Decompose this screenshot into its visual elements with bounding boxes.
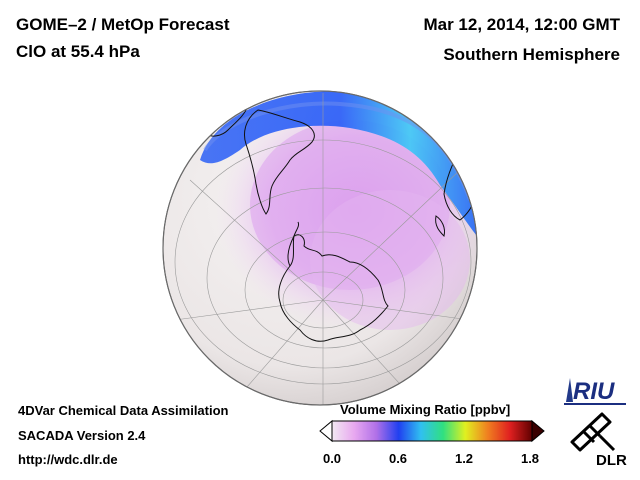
high-clo-band [200,91,477,240]
title-line1: GOME–2 / MetOp Forecast [16,15,230,34]
colorbar-high-arrow [531,419,545,443]
globe-rim [162,90,478,406]
footer-line1: 4DVar Chemical Data Assimilation [18,403,229,418]
colorbar-low-arrow [319,419,333,443]
riu-logo: RIU [564,378,626,405]
south-america-outline [244,109,315,215]
colorbar-tick-1: 0.6 [388,451,408,466]
footer-url: http://wdc.dlr.de [18,452,118,467]
graticule [174,93,472,405]
title-line2: ClO at 55.4 hPa [16,42,140,61]
new-zealand-outline [435,215,445,237]
colorbar [319,419,545,443]
colorbar-tick-2: 1.2 [454,451,474,466]
dlr-logo-text: DLR [596,452,627,469]
riu-logo-mark [566,378,573,402]
dlr-logo: DLR [570,412,627,469]
footer-line2: SACADA Version 2.4 [18,428,146,443]
region-label: Southern Hemisphere [443,45,620,64]
colorbar-ramp [331,420,533,442]
vortex-outer [310,190,470,330]
antarctica-outline [278,234,389,342]
antarctic-peninsula [287,221,299,267]
vortex-core [250,120,450,290]
colorbar-title: Volume Mixing Ratio [ppbv] [340,402,511,417]
colorbar-tick-3: 1.8 [520,451,540,466]
forecast-date: Mar 12, 2014, 12:00 GMT [423,15,620,34]
riu-logo-text: RIU [573,378,615,405]
dlr-logo-mark [570,412,616,452]
colorbar-tick-0: 0.0 [322,451,342,466]
